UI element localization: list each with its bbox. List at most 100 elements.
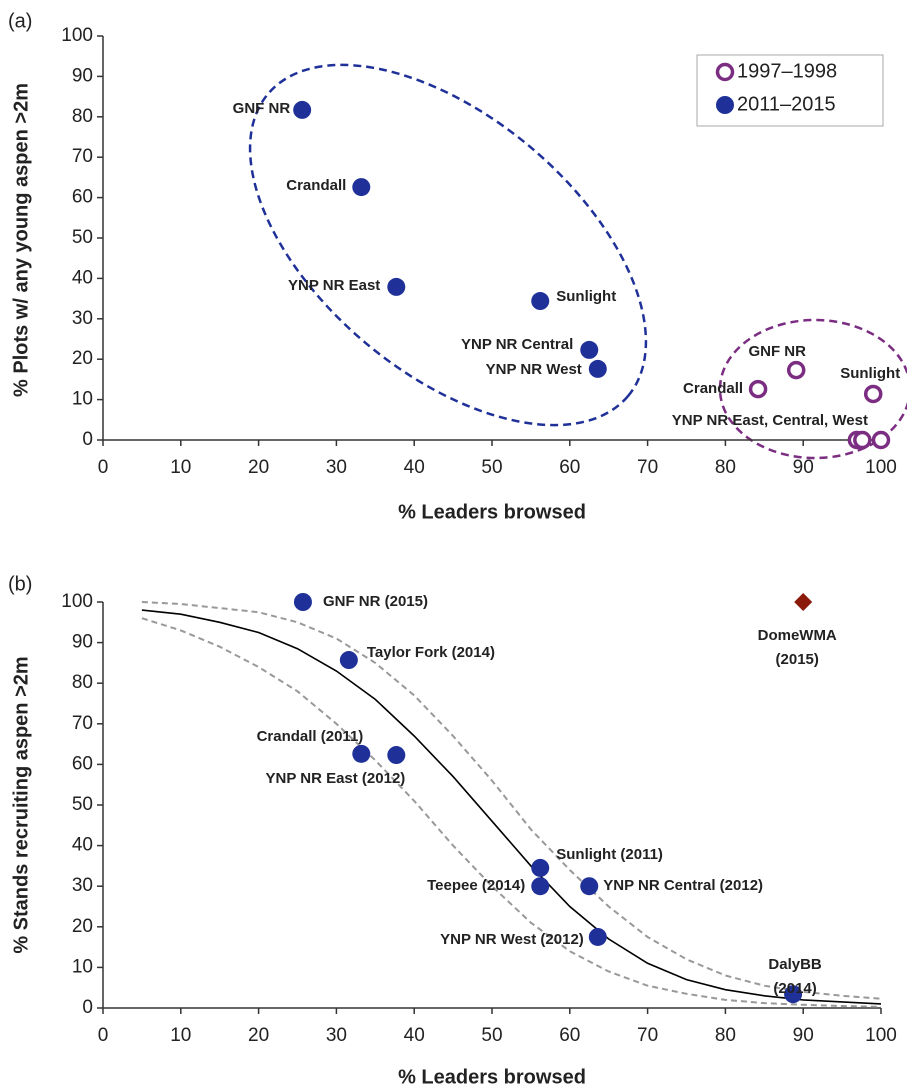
point-label: Crandall (2011): [257, 728, 364, 745]
point-label: DalyBB: [768, 956, 822, 973]
x-tick-label: 70: [637, 1025, 658, 1046]
x-tick-label: 90: [793, 1025, 814, 1046]
x-axis-label: % Leaders browsed: [398, 501, 586, 523]
y-tick-label: 100: [61, 591, 93, 612]
y-axis-label: % Plots w/ any young aspen >2m: [10, 83, 32, 397]
point: [580, 340, 599, 359]
point-label: Taylor Fork (2014): [367, 644, 495, 661]
y-tick-label: 60: [72, 187, 93, 208]
point: [871, 430, 891, 450]
x-tick-label: 50: [481, 1025, 502, 1046]
point: [531, 858, 550, 877]
point: [863, 384, 883, 404]
point-label: Sunlight: [556, 288, 616, 305]
point: [588, 927, 607, 946]
point-label: YNP NR East, Central, West: [672, 412, 868, 429]
point: [748, 379, 768, 399]
y-tick-label: 80: [72, 106, 93, 127]
point-label: Teepee (2014): [427, 877, 525, 894]
x-axis-label: % Leaders browsed: [398, 1066, 586, 1088]
x-tick-label: 0: [98, 1025, 109, 1046]
point-label: GNF NR (2015): [323, 593, 428, 610]
y-tick-label: 70: [72, 713, 93, 734]
point: [853, 430, 872, 450]
x-tick-label: 40: [404, 1025, 425, 1046]
point: [293, 593, 312, 611]
x-tick-label: 50: [481, 457, 502, 478]
legend-marker: [716, 96, 734, 114]
point-label: YNP NR East: [288, 277, 380, 294]
x-tick-label: 30: [326, 1025, 347, 1046]
x-tick-label: 80: [715, 1025, 736, 1046]
point: [293, 100, 312, 119]
y-tick-label: 20: [72, 916, 93, 937]
x-tick-label: 10: [170, 1025, 191, 1046]
point-label: YNP NR East (2012): [266, 770, 406, 787]
y-tick-label: 40: [72, 267, 93, 288]
y-tick-label: 0: [82, 997, 93, 1018]
point-label: (2015): [776, 651, 819, 668]
y-tick-label: 30: [72, 308, 93, 329]
point: [352, 744, 371, 763]
fit-line: [141, 617, 882, 1008]
y-tick-label: 30: [72, 875, 93, 896]
panel-label: (a): [8, 10, 32, 32]
point: [387, 746, 406, 765]
point-label: (2014): [773, 980, 816, 997]
y-tick-label: 50: [72, 227, 93, 248]
point-label: Crandall: [286, 177, 346, 194]
x-tick-label: 20: [248, 457, 269, 478]
point-label: Sunlight (2011): [556, 846, 663, 863]
point: [531, 877, 550, 896]
x-tick-label: 60: [559, 1025, 580, 1046]
point: [339, 651, 358, 670]
y-tick-label: 100: [61, 25, 93, 46]
x-tick-label: 100: [865, 457, 897, 478]
point: [580, 877, 599, 896]
y-axis-label: % Stands recruiting aspen >2m: [10, 656, 32, 953]
y-tick-label: 80: [72, 672, 93, 693]
y-tick-label: 90: [72, 65, 93, 86]
point: [786, 360, 806, 380]
y-tick-label: 40: [72, 835, 93, 856]
legend-marker: [715, 62, 735, 82]
x-tick-label: 70: [637, 457, 658, 478]
point: [387, 277, 406, 296]
x-tick-label: 40: [404, 457, 425, 478]
x-tick-label: 90: [793, 457, 814, 478]
group-ellipse: [248, 63, 648, 427]
point-label: Sunlight: [840, 365, 900, 382]
x-tick-label: 60: [559, 457, 580, 478]
y-tick-label: 70: [72, 146, 93, 167]
y-tick-label: 90: [72, 632, 93, 653]
point-label: Crandall: [683, 380, 743, 397]
x-tick-label: 100: [865, 1025, 897, 1046]
point: [531, 292, 550, 311]
x-tick-label: 80: [715, 457, 736, 478]
y-tick-label: 0: [82, 429, 93, 450]
x-tick-label: 20: [248, 1025, 269, 1046]
fit-line: [141, 601, 882, 1000]
legend-label: 1997–1998: [737, 60, 837, 82]
point-label: GNF NR: [233, 100, 291, 117]
point-label: YNP NR Central: [461, 336, 573, 353]
y-tick-label: 20: [72, 348, 93, 369]
x-tick-label: 10: [170, 457, 191, 478]
point: [588, 359, 607, 378]
point: [784, 985, 803, 1004]
x-tick-label: 0: [98, 457, 109, 478]
y-tick-label: 50: [72, 794, 93, 815]
fit-line: [141, 609, 882, 1005]
y-tick-label: 10: [72, 956, 93, 977]
x-tick-label: 30: [326, 457, 347, 478]
point-label: DomeWMA: [758, 627, 837, 644]
point-label: YNP NR West: [486, 361, 582, 378]
point: [794, 593, 813, 611]
point-label: YNP NR West (2012): [440, 931, 584, 948]
legend-label: 2011–2015: [737, 93, 836, 115]
point-label: YNP NR Central (2012): [603, 877, 763, 894]
point: [352, 178, 371, 197]
point-label: GNF NR: [748, 343, 806, 360]
y-tick-label: 10: [72, 389, 93, 410]
